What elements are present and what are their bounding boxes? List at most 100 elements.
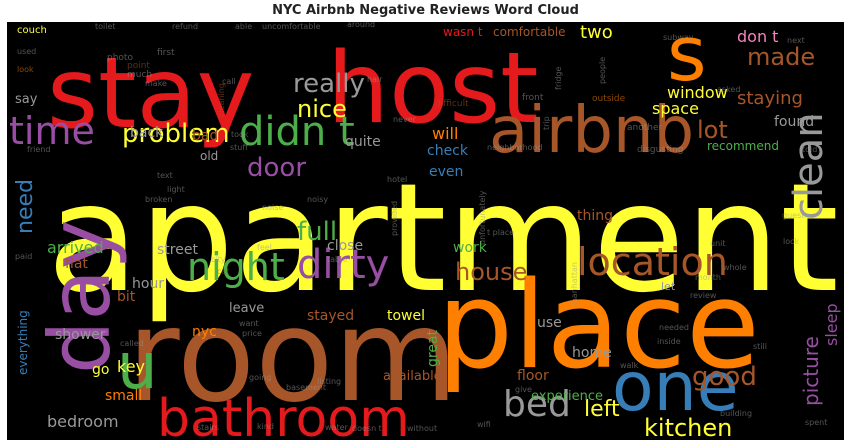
- chart-title: NYC Airbnb Negative Reviews Word Cloud: [272, 3, 579, 18]
- word-didn-t: didn t: [239, 109, 355, 155]
- word-two: two: [580, 22, 613, 43]
- word-door: door: [247, 153, 306, 183]
- word-even: even: [429, 164, 463, 180]
- word-kitchen: kitchen: [644, 414, 732, 440]
- word-listing: listing: [317, 377, 341, 386]
- word-bit: bit: [117, 289, 136, 305]
- word-picture: picture: [799, 336, 823, 406]
- word-kind: kind: [257, 422, 274, 431]
- word-trip: trip: [542, 116, 551, 130]
- word-flat: flat: [65, 256, 88, 272]
- word-recommend: recommend: [707, 139, 779, 153]
- word-check: check: [427, 143, 469, 159]
- word-neighborhood: neighborhood: [487, 143, 542, 152]
- word-floor: floor: [517, 368, 549, 384]
- word-next: next: [787, 36, 805, 45]
- word-used: used: [17, 47, 36, 56]
- word-wasn-t: wasn t: [443, 25, 483, 39]
- word-asked: asked: [717, 85, 740, 94]
- word-staying: staying: [737, 88, 803, 109]
- word-point: point: [127, 61, 150, 71]
- word-difficult: difficult: [435, 99, 469, 109]
- word-old: old: [200, 149, 218, 163]
- word-thing: thing: [577, 208, 613, 224]
- word-need: need: [13, 179, 38, 234]
- word-u: u: [117, 330, 158, 404]
- word-give: give: [515, 385, 532, 394]
- word-home: home: [572, 345, 612, 361]
- word-room: room: [127, 282, 458, 431]
- word-stuff: stuff: [230, 143, 248, 152]
- word-toilet: toilet: [95, 22, 116, 31]
- word-stairs: stairs: [197, 423, 219, 432]
- word-towel: towel: [387, 308, 425, 324]
- word-key: key: [117, 357, 145, 376]
- word-building: building: [720, 409, 752, 418]
- word-unit: unit: [710, 239, 726, 248]
- word-everything: everything: [16, 310, 30, 375]
- word-nyc: nyc: [192, 324, 217, 340]
- word-great: great: [425, 329, 441, 367]
- word-look: look: [17, 65, 34, 74]
- word-review: review: [690, 291, 717, 300]
- word-needed: needed: [659, 323, 689, 332]
- word-another: another: [627, 123, 662, 133]
- word-whole: whole: [723, 263, 747, 272]
- word-go: go: [92, 362, 109, 378]
- word-quite: quite: [345, 134, 381, 150]
- word-small: small: [105, 388, 142, 404]
- word-without: without: [407, 424, 437, 433]
- word-apartment: apartment: [47, 152, 839, 326]
- word-bed: bed: [503, 384, 571, 425]
- word-people: people: [598, 57, 607, 84]
- word-time: time: [9, 109, 95, 153]
- word-cat: cat: [217, 267, 229, 276]
- word-house: house: [455, 258, 527, 286]
- word-cloud: apartment room place stay host s airbnb day u one…: [7, 22, 844, 440]
- word-lot: lot: [697, 116, 728, 144]
- word-still: still: [753, 342, 767, 351]
- word-let: let: [661, 280, 676, 293]
- word-found: found: [774, 114, 814, 130]
- word-going: going: [249, 373, 271, 382]
- word-work: work: [453, 240, 488, 256]
- word-basement: basement: [286, 383, 326, 392]
- word-noisy: noisy: [307, 195, 328, 204]
- word-uncomfortable: uncomfortable: [262, 22, 321, 31]
- word-want: want: [239, 319, 259, 328]
- word-available: available: [383, 369, 442, 384]
- word-water: water: [325, 423, 349, 432]
- word-clean: clean: [786, 112, 832, 220]
- word-good: good: [692, 362, 757, 392]
- word-manhattan: manhattan: [570, 262, 579, 306]
- word-bedroom: bedroom: [47, 412, 119, 431]
- word-full: full: [297, 217, 337, 247]
- word-night: night: [187, 245, 285, 289]
- word-much: much: [127, 70, 152, 80]
- word-inside: inside: [657, 337, 681, 346]
- word-window: window: [667, 83, 728, 102]
- word-airbnb: airbnb: [489, 94, 694, 168]
- word-wifi: wifi: [477, 420, 491, 429]
- word-stay: stay: [47, 37, 255, 151]
- word-comfortable: comfortable: [493, 25, 566, 39]
- word-price: price: [242, 329, 262, 338]
- word-first: first: [157, 48, 175, 58]
- word-broken: broken: [145, 195, 172, 204]
- word-t-place: t place: [487, 228, 514, 237]
- word-month: month: [695, 273, 721, 282]
- word-sleep: sleep: [822, 303, 841, 346]
- word-feel: feel: [257, 243, 272, 252]
- word-back: back: [130, 125, 164, 141]
- word-outside: outside: [592, 94, 626, 104]
- word-made: made: [747, 43, 815, 71]
- word-provided: provided: [390, 201, 399, 236]
- word-able: able: [235, 22, 252, 31]
- word-arrived: arrived: [47, 238, 104, 257]
- word-hair: hair: [367, 75, 383, 84]
- word-couch: couch: [17, 25, 47, 36]
- word-nice: nice: [297, 95, 347, 123]
- word-text: text: [157, 171, 173, 180]
- word-dirty: dirty: [297, 242, 389, 288]
